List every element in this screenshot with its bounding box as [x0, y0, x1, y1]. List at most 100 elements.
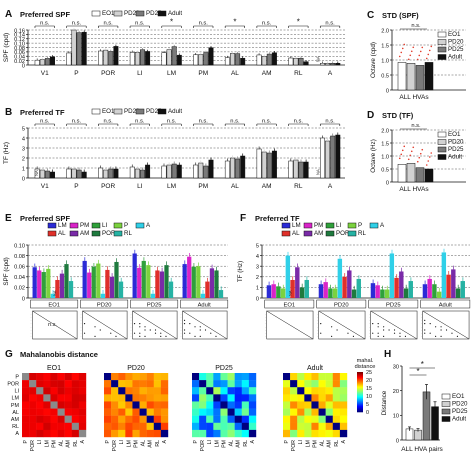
panel-g: G Mahalanobis distanceEO1PPORLILMPMALAMRL… — [5, 349, 375, 451]
bar — [208, 47, 214, 66]
heatmap-cell — [311, 408, 319, 416]
colorbar-segment — [357, 373, 363, 375]
sig-dot — [456, 335, 459, 337]
bar — [335, 134, 341, 179]
heatmap-cell — [332, 394, 341, 402]
heatmap-cell — [227, 415, 235, 423]
bar — [332, 288, 338, 298]
sig-dot — [347, 332, 349, 334]
scatter-point — [421, 148, 424, 151]
y-tick-label: 0 — [386, 88, 389, 94]
bar — [166, 164, 172, 179]
heatmap-cell — [220, 380, 228, 388]
legend-swatch — [437, 54, 447, 60]
panel-letter: A — [5, 9, 12, 20]
bar — [436, 291, 442, 298]
heatmap-cell — [339, 401, 348, 409]
heatmap-cell — [64, 387, 72, 395]
heatmap-cell — [311, 401, 319, 409]
heatmap-cell — [64, 429, 72, 438]
group-label-box — [368, 299, 419, 309]
bar — [397, 62, 407, 91]
scatter-point — [412, 146, 415, 149]
x-tick-label: PM — [198, 70, 208, 77]
heatmap-cell — [234, 380, 242, 388]
legend-entry: Adult — [168, 10, 182, 17]
sig-dot — [144, 335, 146, 337]
bar — [298, 161, 304, 179]
bar — [198, 54, 204, 66]
colorbar-segment — [357, 395, 363, 397]
bar — [39, 169, 45, 179]
scatter-point — [425, 57, 428, 60]
matrix-row-mark: · — [81, 318, 82, 322]
heatmap-cell — [332, 429, 341, 438]
heatmap-cell — [304, 422, 312, 431]
group-label-box — [180, 299, 229, 309]
legend-entry: PM — [314, 222, 323, 229]
bar — [76, 32, 82, 66]
heatmap-cell — [325, 373, 333, 381]
heatmap-cell — [50, 429, 58, 438]
matrix-row-mark: · — [81, 328, 82, 332]
panel-c: C STD (SPF) Octave (cpd) 0 0.5 1.0 1.5 2.0 n.s. A… — [367, 10, 466, 101]
heatmap-cell — [71, 380, 80, 388]
matrix-row-mark: · — [317, 325, 318, 329]
heatmap-row-label: PM — [11, 403, 20, 409]
matrix-row-mark: · — [421, 312, 422, 316]
legend-swatch — [437, 39, 447, 45]
heatmap-cell — [118, 387, 126, 395]
heatmap-cell — [192, 394, 200, 402]
bar — [140, 49, 145, 66]
sig-label: n.s. — [325, 21, 335, 27]
legend-entry: AL — [58, 230, 66, 237]
heatmap-cell — [325, 394, 333, 402]
bar — [182, 264, 187, 298]
legend-entry: AL — [292, 230, 300, 237]
heatmap-cell — [71, 394, 80, 402]
heatmap-col-label: PM — [221, 440, 227, 448]
sig-dot — [160, 335, 162, 337]
bar — [98, 50, 104, 66]
matrix-row-mark: · — [31, 328, 32, 332]
bar — [87, 272, 92, 298]
group-label-box — [130, 299, 179, 309]
heatmap-cell — [104, 408, 112, 416]
bar — [384, 289, 390, 298]
heatmap-cell — [118, 401, 126, 409]
scatter-point — [419, 152, 422, 155]
heatmap-cell — [139, 401, 147, 409]
heatmap-cell — [43, 408, 51, 416]
legend-swatch — [437, 139, 447, 145]
matrix-row-mark: · — [181, 315, 182, 319]
legend-entry: RL — [124, 230, 132, 237]
heatmap-cell — [304, 380, 312, 388]
heatmap-cell — [132, 429, 140, 438]
heatmap-cell — [241, 380, 250, 388]
bar — [375, 285, 380, 298]
legend-entry: EO1 — [102, 108, 115, 115]
group-label: PD25 — [386, 303, 401, 309]
scatter-point — [410, 150, 413, 153]
heatmap-cell — [220, 394, 228, 402]
matrix-row-mark: · — [81, 331, 82, 335]
bar — [208, 159, 214, 179]
legend-entry: PD25 — [452, 408, 468, 415]
sig-dot — [199, 335, 201, 337]
scatter-point — [428, 156, 431, 158]
heatmap-cell — [146, 429, 154, 438]
heatmap-cell — [125, 408, 133, 416]
heatmap-cell — [192, 380, 200, 388]
y-axis-label: SPF (cpd) — [3, 257, 10, 285]
heatmap-cell — [139, 415, 147, 423]
matrix-row-mark: · — [31, 312, 32, 316]
heatmap-cell — [104, 380, 112, 388]
sig-dot — [144, 326, 146, 328]
matrix-row-mark: · — [31, 322, 32, 326]
bar — [335, 63, 341, 66]
x-tick-label: AM — [262, 183, 272, 190]
colorbar-segment — [357, 391, 363, 393]
legend-entry: AM — [80, 230, 89, 237]
bar — [196, 266, 201, 298]
